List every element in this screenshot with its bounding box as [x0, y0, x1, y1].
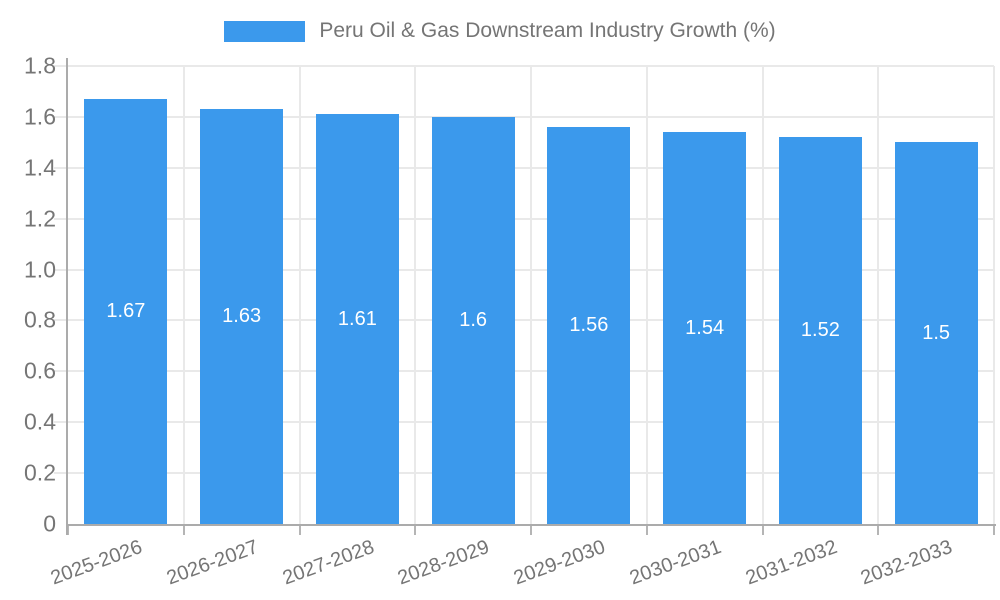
- x-axis-tick: [530, 524, 532, 535]
- x-axis-line: [66, 524, 996, 526]
- x-axis-category-label: 2025-2026: [47, 536, 146, 590]
- y-axis-tick-label: 1.2: [24, 205, 56, 232]
- bar[interactable]: 1.61: [315, 114, 399, 524]
- bar[interactable]: 1.52: [778, 137, 862, 524]
- x-axis-tick: [877, 524, 880, 535]
- x-axis-category-label: 2027-2028: [279, 536, 377, 590]
- gridline-y: [54, 166, 994, 169]
- gridline-x: [645, 66, 648, 524]
- x-axis-category-label: 2030-2031: [626, 536, 725, 590]
- x-axis-tick: [761, 524, 764, 535]
- x-axis-tick: [414, 524, 417, 535]
- gridline-y: [54, 472, 994, 475]
- y-axis-line: [66, 58, 68, 535]
- y-axis-tick-label: 0: [43, 510, 56, 537]
- legend-swatch: [224, 20, 306, 42]
- bar[interactable]: 1.56: [547, 127, 631, 524]
- plot-area: 1.67 1.63 1.61 1.6 1.56 1.54 1.52 1.5: [54, 58, 996, 535]
- gridline-y: [54, 65, 994, 67]
- gridline-x: [877, 66, 880, 524]
- gridline-x: [761, 66, 764, 524]
- bar[interactable]: 1.63: [200, 109, 284, 524]
- gridline-y: [54, 319, 994, 322]
- bar[interactable]: 1.5: [894, 142, 978, 524]
- y-axis-tick-label: 0.2: [24, 459, 56, 486]
- bar-value-label: 1.52: [800, 319, 840, 342]
- gridline-y: [54, 421, 994, 424]
- bar-value-label: 1.6: [459, 308, 488, 331]
- y-axis-tick-label: 1.0: [24, 256, 56, 283]
- gridline-x: [182, 66, 185, 524]
- bar[interactable]: 1.54: [663, 132, 747, 524]
- x-axis-tick: [67, 524, 69, 535]
- gridline-x: [414, 66, 417, 524]
- y-axis-tick-label: 0.4: [24, 408, 56, 435]
- bar[interactable]: 1.67: [84, 99, 168, 524]
- bar-value-label: 1.67: [106, 300, 146, 323]
- gridline-x: [530, 66, 532, 524]
- gridline-x: [298, 66, 301, 524]
- legend-label: Peru Oil & Gas Downstream Industry Growt…: [319, 19, 776, 42]
- gridline-y: [54, 370, 994, 373]
- x-axis-category-label: 2032-2033: [858, 536, 956, 590]
- y-axis-tick-label: 0.8: [24, 306, 56, 333]
- bar[interactable]: 1.6: [431, 116, 515, 524]
- x-axis-tick: [182, 524, 185, 535]
- y-axis-tick-label: 1.8: [24, 52, 56, 79]
- legend[interactable]: Peru Oil & Gas Downstream Industry Growt…: [0, 19, 1000, 43]
- bar-value-label: 1.56: [569, 314, 609, 337]
- gridline-y: [54, 115, 994, 118]
- gridline-y: [54, 217, 994, 220]
- x-axis-category-label: 2031-2032: [742, 536, 840, 590]
- gridline-x: [993, 66, 995, 524]
- y-axis-tick-label: 1.6: [24, 103, 56, 130]
- y-axis-tick-label: 0.6: [24, 357, 56, 384]
- bar-value-label: 1.63: [222, 305, 262, 328]
- bar-value-label: 1.61: [337, 307, 377, 330]
- y-axis-tick-label: 1.4: [24, 154, 56, 181]
- x-axis-category-label: 2026-2027: [163, 536, 262, 590]
- x-axis-tick: [645, 524, 648, 535]
- gridline-y: [54, 268, 994, 271]
- x-axis-category-label: 2028-2029: [395, 536, 493, 590]
- x-axis-category-label: 2029-2030: [510, 536, 609, 590]
- bar-value-label: 1.54: [685, 316, 725, 339]
- x-axis-tick: [993, 524, 995, 535]
- bar-value-label: 1.5: [922, 321, 951, 344]
- x-axis-tick: [298, 524, 301, 535]
